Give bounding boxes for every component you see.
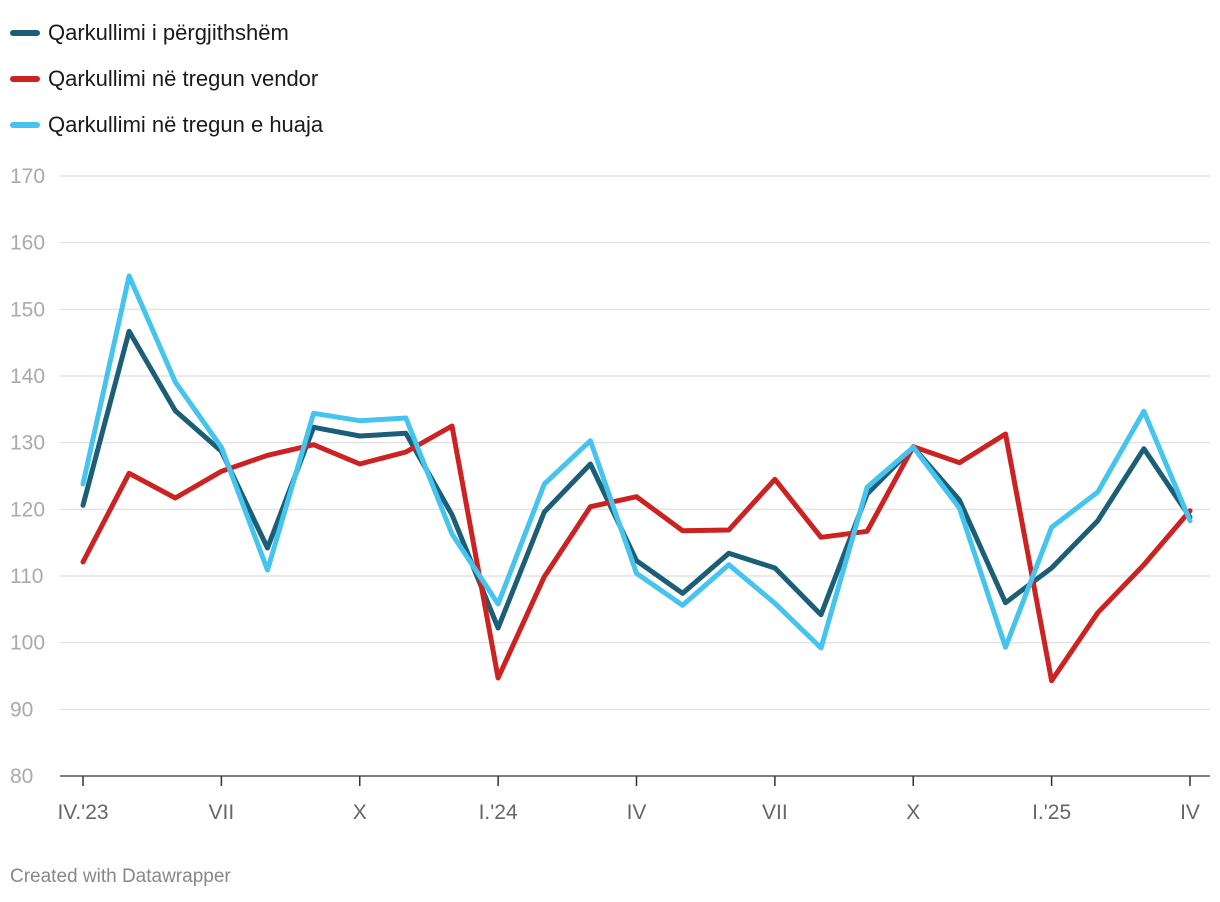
y-tick-label: 140	[10, 365, 45, 388]
legend-item: Qarkullimi në tregun vendor	[10, 56, 323, 102]
series-line	[80, 423, 1193, 684]
legend-item: Qarkullimi në tregun e huaja	[10, 102, 323, 148]
y-tick-label: 90	[10, 698, 33, 721]
x-tick-label: X	[906, 801, 920, 824]
x-tick-label: X	[353, 801, 367, 824]
y-tick-label: 130	[10, 432, 45, 455]
x-axis: IV.'23 VII X I.'24 IV VII X I.'25 IV	[57, 776, 1200, 824]
legend-swatch	[10, 30, 40, 36]
legend-label: Qarkullimi i përgjithshëm	[48, 20, 289, 45]
legend-item: Qarkullimi i përgjithshëm	[10, 10, 323, 56]
y-tick-label: 110	[10, 565, 43, 588]
legend-label: Qarkullimi në tregun vendor	[48, 66, 319, 91]
y-tick-label: 170	[10, 165, 45, 188]
y-tick-label: 160	[10, 232, 45, 255]
y-tick-label: 150	[10, 298, 45, 321]
x-tick-label: VII	[209, 801, 235, 824]
y-tick-label: 80	[10, 765, 33, 788]
legend-swatch	[10, 76, 40, 82]
x-tick-label: IV	[1180, 801, 1200, 824]
gridlines	[60, 175, 1210, 777]
series-lines	[80, 273, 1193, 684]
x-tick-label: IV.'23	[57, 801, 108, 824]
series-line	[80, 328, 1193, 631]
footer-credit: Created with Datawrapper	[10, 866, 231, 887]
chart-legend: Qarkullimi i përgjithshëm Qarkullimi në t…	[10, 10, 323, 148]
series-line	[80, 273, 1193, 651]
x-tick-label: IV	[627, 801, 647, 824]
y-tick-label: 120	[10, 498, 45, 521]
legend-label: Qarkullimi në tregun e huaja	[48, 112, 324, 137]
y-axis-tick-labels: 80 90 100 110 120 130 140 150 160 170	[10, 165, 45, 788]
legend-swatch	[10, 122, 40, 128]
x-tick-label: VII	[762, 801, 788, 824]
x-tick-label: I.'24	[479, 801, 518, 824]
y-tick-label: 100	[10, 632, 45, 655]
x-tick-label: I.'25	[1032, 801, 1071, 824]
